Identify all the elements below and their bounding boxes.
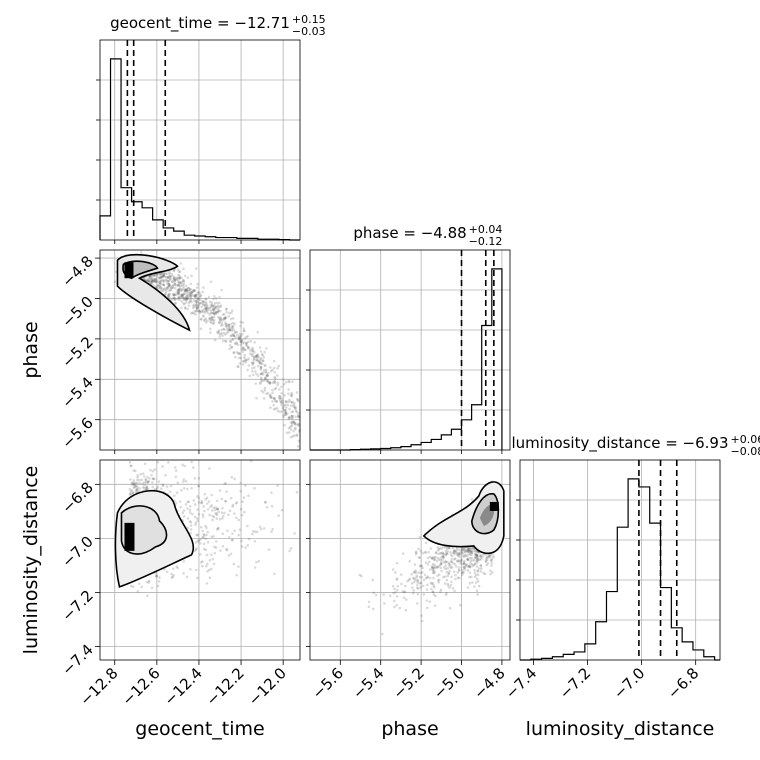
histogram-luminosity_distance — [520, 478, 720, 661]
histogram-phase — [310, 268, 503, 451]
histogram-geocent_time — [99, 58, 300, 241]
x-tick-label: −4.8 — [470, 664, 508, 702]
x-tick-label: −12.4 — [161, 664, 206, 709]
density-contours — [422, 481, 505, 555]
y-tick-label: −5.4 — [58, 373, 96, 411]
y-tick-label: −7.0 — [58, 532, 96, 570]
x-tick-label: −12.8 — [76, 664, 121, 709]
x-axis-label-luminosity_distance: luminosity_distance — [526, 718, 715, 740]
x-tick-label: −5.4 — [349, 664, 387, 702]
y-axis-label-luminosity_distance: luminosity_distance — [20, 466, 42, 655]
y-tick-label: −4.8 — [58, 252, 96, 290]
title-lower-error: −0.03 — [292, 25, 326, 38]
title-upper-error: +0.06 — [731, 433, 760, 446]
x-tick-label: −12.0 — [245, 664, 290, 709]
x-tick-label: −5.2 — [389, 664, 427, 702]
panel-frame — [99, 39, 301, 241]
x-axis-label-phase: phase — [381, 718, 438, 740]
y-tick-label: −5.0 — [58, 293, 96, 331]
x-tick-label: −12.2 — [203, 664, 248, 709]
panel-frame — [99, 249, 301, 451]
x-tick-label: −7.0 — [610, 664, 648, 702]
x-axis-label-geocent_time: geocent_time — [135, 718, 264, 740]
grid-lines — [100, 460, 300, 660]
title-luminosity_distance: luminosity_distance = −6.93 — [511, 434, 728, 453]
title-lower-error: −0.12 — [469, 235, 503, 248]
title-phase: phase = −4.88 — [353, 224, 466, 242]
x-tick-label: −5.0 — [430, 664, 468, 702]
x-tick-label: −7.2 — [556, 664, 594, 702]
y-tick-label: −7.4 — [58, 641, 96, 679]
x-tick-label: −5.6 — [309, 664, 347, 702]
x-tick-label: −7.4 — [502, 664, 540, 702]
title-upper-error: +0.15 — [292, 13, 326, 26]
density-contours — [116, 253, 191, 332]
grid-lines — [520, 460, 720, 660]
grid-lines — [100, 40, 300, 240]
title-upper-error: +0.04 — [469, 223, 503, 236]
title-geocent_time: geocent_time = −12.71 — [110, 14, 290, 33]
y-axis-label-phase: phase — [20, 321, 42, 378]
y-tick-label: −5.2 — [58, 333, 96, 371]
grid-lines — [310, 250, 510, 450]
y-tick-label: −7.2 — [58, 587, 96, 625]
panel-frame — [309, 249, 511, 451]
x-tick-label: −12.6 — [118, 664, 163, 709]
density-contours — [114, 490, 195, 588]
title-lower-error: −0.08 — [731, 445, 760, 458]
panel-frame — [309, 459, 511, 661]
y-tick-label: −6.8 — [58, 478, 96, 516]
panel-frame — [99, 459, 301, 661]
x-tick-label: −6.8 — [664, 664, 702, 702]
grid-lines — [310, 460, 510, 660]
y-tick-label: −5.6 — [58, 414, 96, 452]
panel-frame — [519, 459, 721, 661]
